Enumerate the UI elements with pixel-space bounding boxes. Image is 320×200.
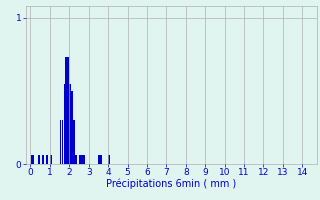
Bar <box>99 155 100 164</box>
Bar <box>46 155 48 164</box>
Bar <box>33 155 34 164</box>
Bar <box>69 84 71 164</box>
Bar <box>81 155 83 164</box>
Bar <box>50 155 52 164</box>
Bar <box>42 155 44 164</box>
Bar <box>75 155 77 164</box>
Bar <box>73 120 75 164</box>
Bar <box>68 57 69 164</box>
Bar <box>60 120 61 164</box>
Bar <box>108 155 110 164</box>
Bar <box>79 155 81 164</box>
Bar <box>38 155 40 164</box>
Bar <box>71 91 73 164</box>
Bar <box>100 155 102 164</box>
Bar <box>66 57 67 164</box>
X-axis label: Précipitations 6min ( mm ): Précipitations 6min ( mm ) <box>106 179 236 189</box>
Bar <box>30 155 32 164</box>
Bar <box>62 120 63 164</box>
Bar <box>83 155 85 164</box>
Bar <box>64 84 65 164</box>
